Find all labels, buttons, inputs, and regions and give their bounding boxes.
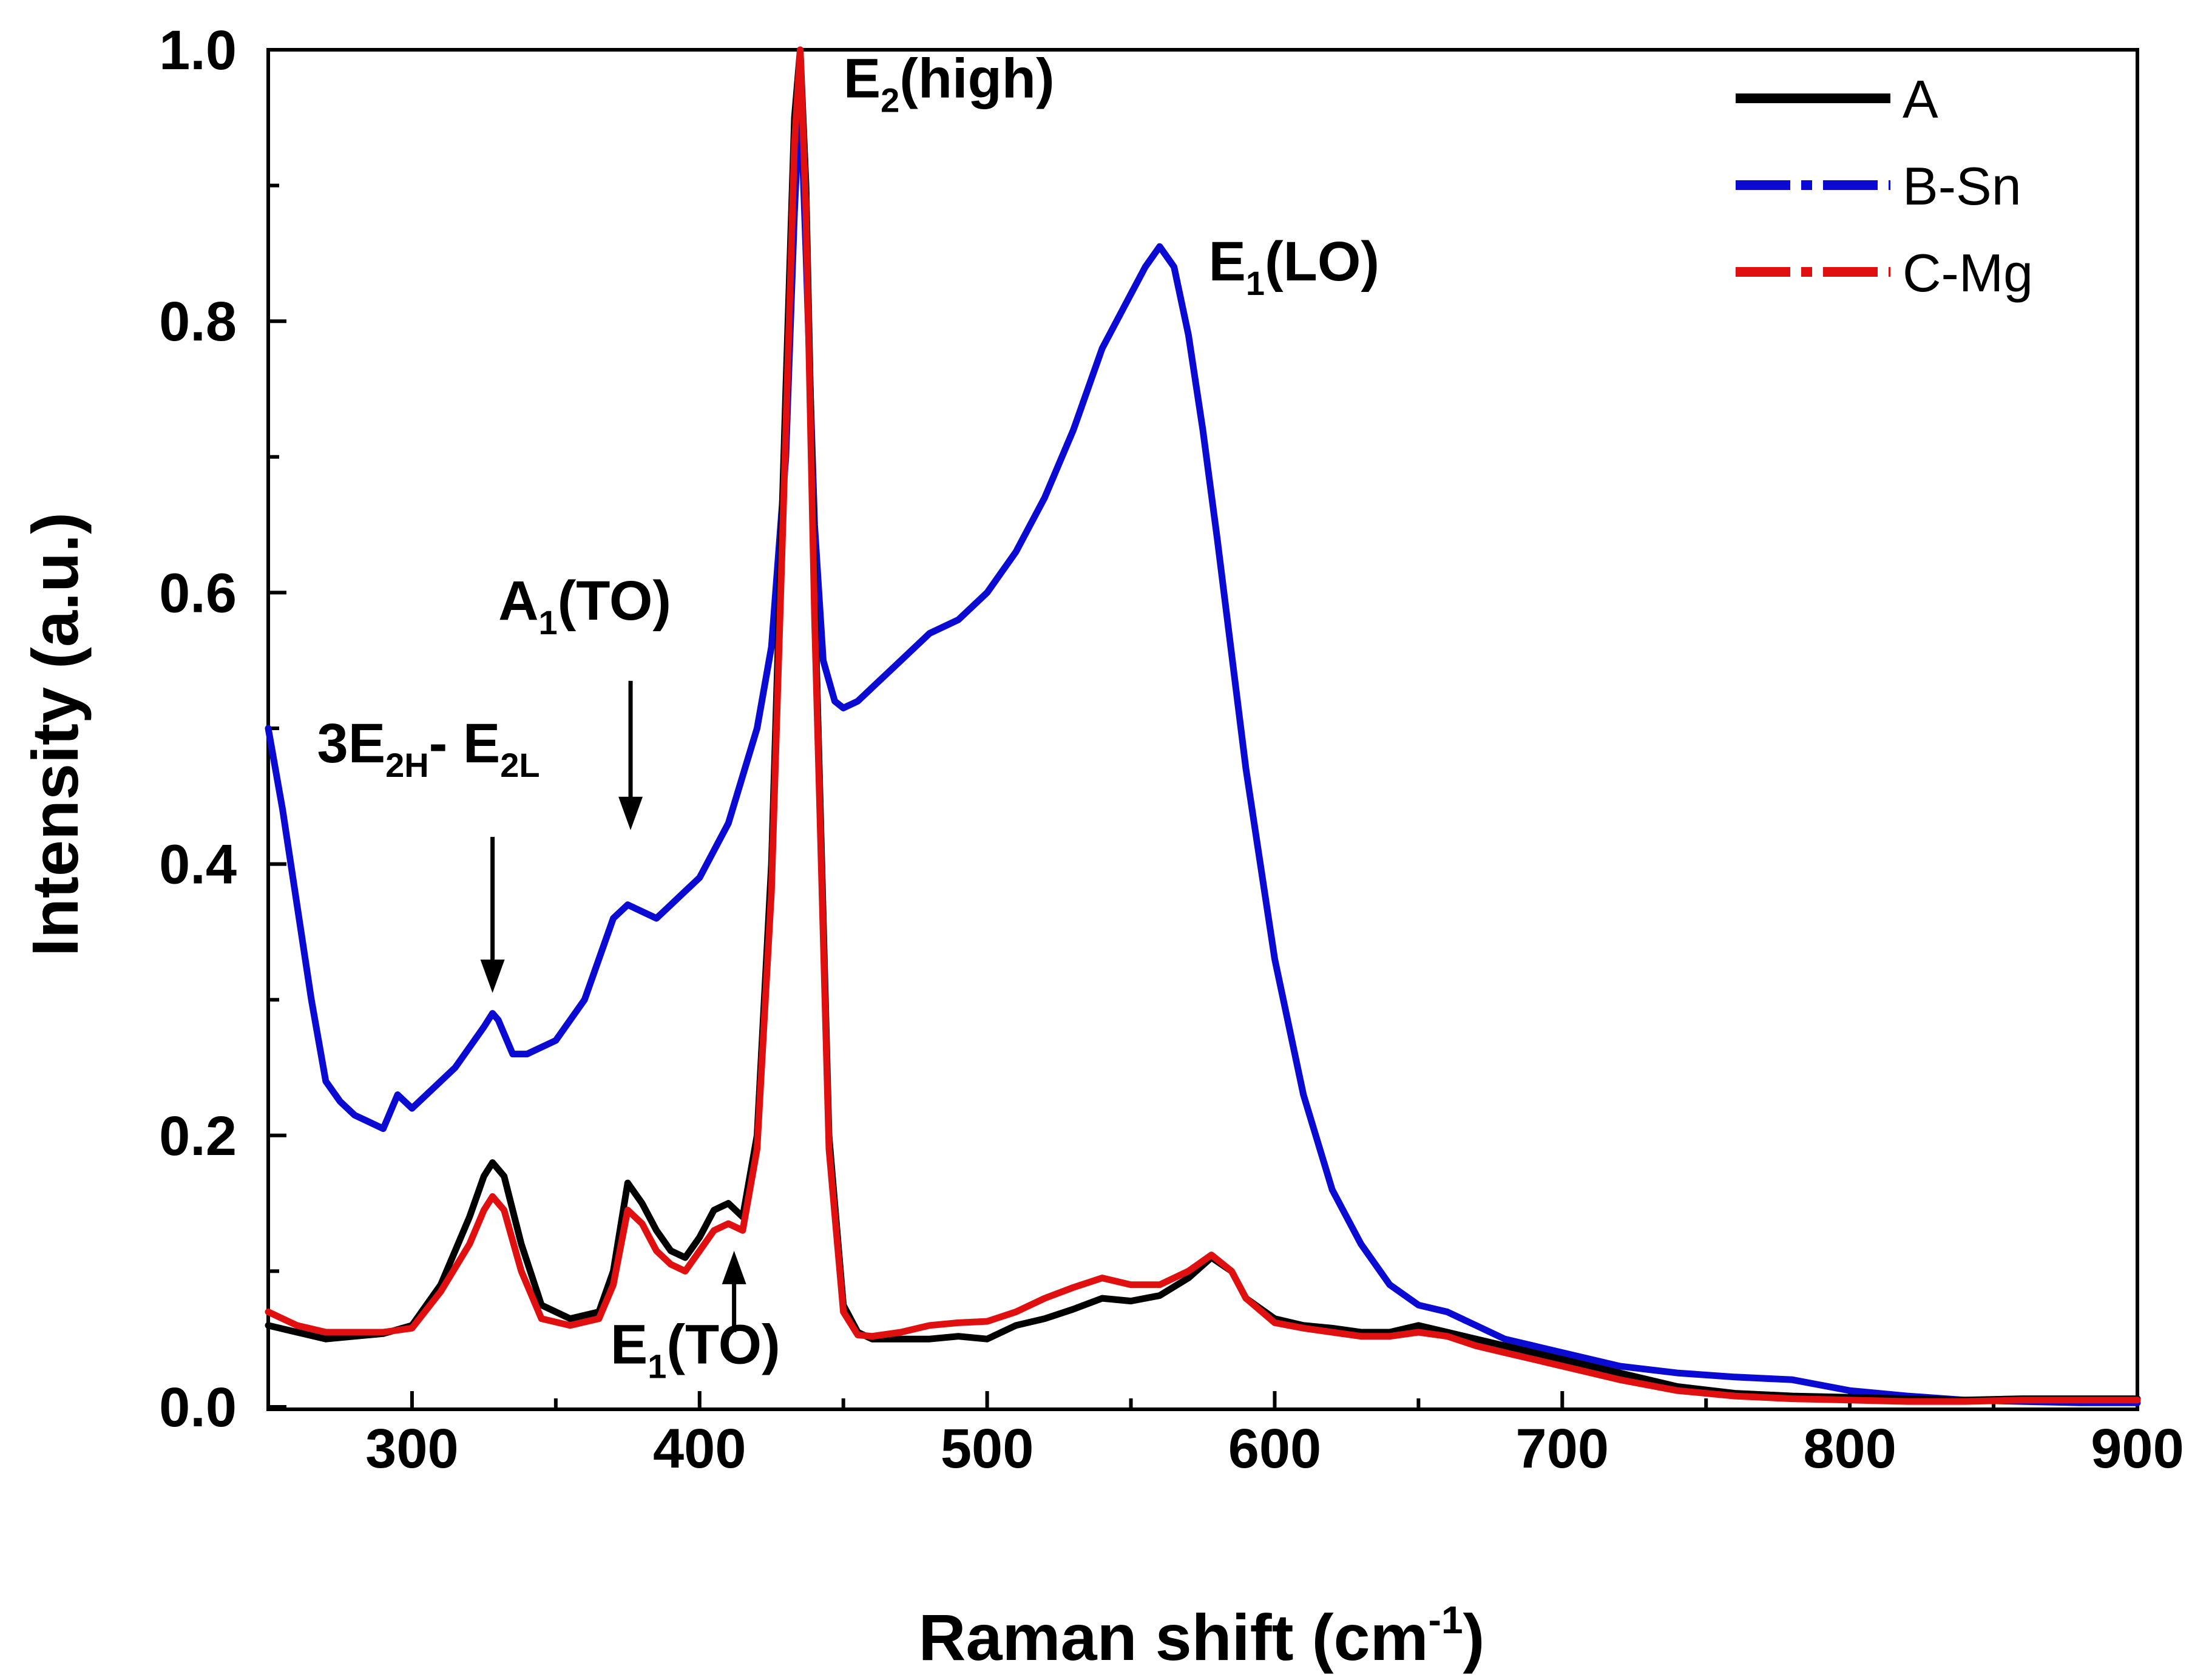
- x-tick-label: 400: [653, 1418, 746, 1480]
- y-tick-label: 1.0: [159, 19, 237, 81]
- x-tick-label: 700: [1516, 1418, 1609, 1480]
- y-ticks: [268, 48, 286, 1409]
- series-line-c-mg: [265, 46, 2141, 1405]
- legend-label-b-sn: B-Sn: [1903, 156, 2021, 216]
- peak-label: E1(TO): [611, 1313, 780, 1385]
- legend-label-a: A: [1903, 69, 1938, 129]
- annotation-arrows: [480, 680, 746, 1333]
- peak-label: 3E2H- E2L: [317, 713, 540, 784]
- y-tick-label: 0.6: [159, 562, 237, 624]
- x-tick-label: 600: [1228, 1418, 1322, 1480]
- y-tick-label: 0.2: [159, 1105, 237, 1167]
- x-tick-label: 800: [1803, 1418, 1896, 1480]
- y-axis-title: Intensity (a.u.): [18, 512, 92, 957]
- arrow-head: [618, 796, 643, 830]
- series-line-a: [265, 46, 2141, 1404]
- legend: A B-Sn C-Mg: [1736, 69, 2033, 303]
- arrow-head: [480, 960, 505, 994]
- x-tick-label: 300: [365, 1418, 459, 1480]
- y-tick-label: 0.4: [159, 834, 237, 896]
- peak-label: E2(high): [844, 47, 1055, 119]
- peak-label: A1(TO): [498, 570, 671, 642]
- x-tick-label: 900: [2091, 1418, 2184, 1480]
- x-axis-title-close: ): [1463, 1600, 1485, 1674]
- x-tick-label: 500: [941, 1418, 1034, 1480]
- x-axis-title-sup: -1: [1429, 1598, 1463, 1642]
- peak-annotations: E2(high) E1(LO) A1(TO) 3E2H- E2L E1(TO): [317, 47, 1379, 1385]
- series-lines: [265, 46, 2141, 1406]
- y-tick-labels: 0.0 0.2 0.4 0.6 0.8 1.0: [159, 19, 237, 1438]
- y-tick-label: 0.8: [159, 291, 237, 353]
- legend-label-c-mg: C-Mg: [1903, 243, 2033, 303]
- series-line-b-sn: [265, 87, 2141, 1406]
- x-tick-labels: 300 400 500 600 700 800 900: [365, 1418, 2184, 1480]
- x-axis-title: Raman shift (cm-1): [918, 1598, 1484, 1674]
- y-tick-label: 0.0: [159, 1377, 237, 1438]
- plot-frame: [266, 48, 2139, 1411]
- x-axis-title-main: Raman shift (cm: [918, 1600, 1428, 1674]
- arrow-head: [722, 1250, 746, 1284]
- peak-label: E1(LO): [1208, 231, 1379, 302]
